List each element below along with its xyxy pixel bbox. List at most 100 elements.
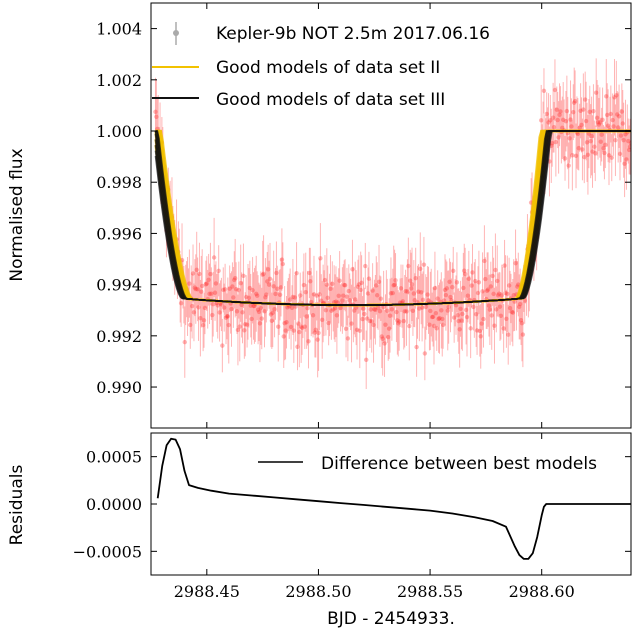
data-point [420,271,426,329]
data-point-marker [593,151,598,156]
data-point [265,252,270,311]
data-point-marker [486,303,492,308]
data-point [371,287,376,363]
data-point-marker [379,334,384,339]
data-point-marker [218,301,223,306]
data-point-marker [390,290,395,296]
data-point-marker [264,292,269,297]
data-point-marker [401,318,406,324]
data-point [195,257,200,322]
data-point-marker [510,310,516,315]
data-point-marker [371,322,376,328]
data-point-marker [358,287,363,293]
data-point [417,275,422,342]
data-point [207,263,212,325]
data-point-marker [258,305,264,311]
data-point-marker [225,314,231,319]
data-point-marker [579,122,584,128]
data-point-marker [199,289,204,294]
data-point [320,280,325,359]
data-point [328,255,333,323]
data-point-marker [498,313,504,319]
data-point-marker [564,108,570,114]
data-point [590,115,595,188]
data-point-marker [522,298,527,303]
residual-y-axis-title: Residuals [7,465,27,546]
data-point-marker [227,286,232,291]
data-point [209,267,214,320]
data-point [198,279,203,357]
data-point [370,263,375,318]
data-point-marker [504,316,509,321]
data-point-marker [304,314,309,319]
data-point-marker [265,279,270,284]
data-point [418,232,423,306]
data-point-marker [473,278,478,284]
data-point [615,92,621,163]
data-point-marker [546,120,551,125]
data-point-marker [624,157,629,162]
data-point [325,265,330,331]
data-point-marker [596,122,602,127]
residual-x-ticks: 2988.45 2988.50 2988.55 2988.60 [174,433,575,601]
data-point-marker [221,305,227,310]
data-point-marker [383,322,388,327]
data-point [458,280,463,337]
data-point [254,255,259,332]
data-point [480,252,485,331]
data-point-marker [195,287,200,292]
data-point [199,249,205,323]
data-point [392,249,397,320]
data-point [621,102,626,178]
data-point-marker [570,153,575,158]
data-point [287,268,293,331]
data-point-marker [502,263,507,268]
data-point [442,254,448,326]
data-point-marker [450,284,455,290]
data-point [252,268,257,344]
data-point [518,295,524,346]
data-point-marker [456,318,461,324]
data-point [263,258,268,337]
data-point-marker [187,281,192,286]
data-point-marker [237,324,242,329]
data-point-marker [461,285,466,291]
data-point [593,125,598,182]
data-point-marker [451,315,457,320]
data-point-marker [556,135,561,140]
data-point [597,87,603,158]
data-point [479,293,484,354]
data-point-marker [599,132,604,137]
data-point [334,276,340,354]
data-point-marker [303,289,308,295]
data-point [257,284,263,363]
data-point [587,85,592,138]
data-point [433,285,439,341]
data-point [434,305,439,351]
data-point-marker [407,323,412,329]
data-point-marker [621,137,626,143]
data-point-marker [223,315,229,320]
data-point [576,125,581,171]
data-point-marker [431,323,437,329]
data-point [234,288,240,335]
data-point [478,303,483,369]
data-point-marker [244,322,250,327]
data-point [486,274,492,337]
data-point [575,98,581,170]
data-point [412,273,417,328]
data-point-marker [360,316,365,322]
data-point [448,261,453,333]
data-point [515,261,520,313]
data-point-marker [385,334,391,340]
data-point-marker [182,339,187,345]
data-point [439,272,444,349]
legend-label-set-ii: Good models of data set II [216,58,440,78]
data-point-marker [331,300,337,305]
data-point-marker [328,286,333,291]
data-point-marker [492,323,497,328]
data-point [342,259,348,312]
data-point [190,244,196,303]
data-point-marker [499,293,505,298]
data-point [308,247,313,315]
